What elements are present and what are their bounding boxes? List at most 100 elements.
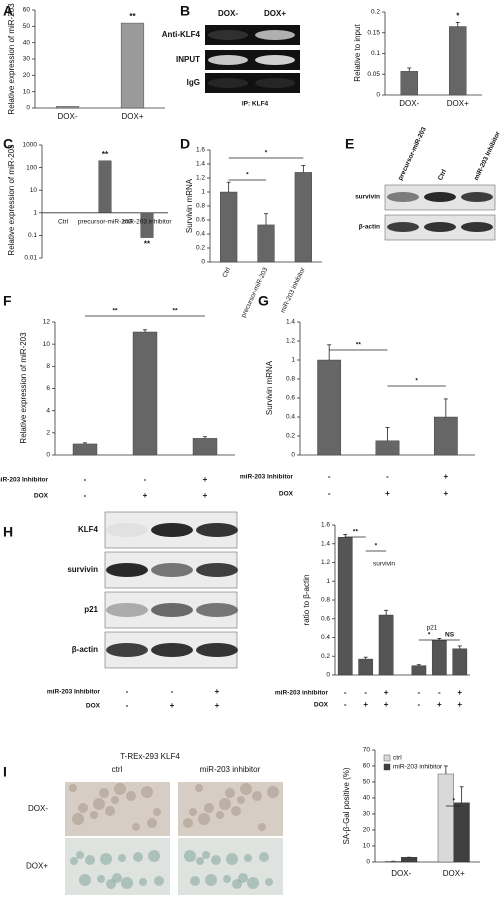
cell: [132, 823, 140, 831]
bar: [317, 359, 342, 456]
condition-value: -: [328, 472, 331, 481]
bar: [358, 658, 374, 676]
cell: [141, 786, 153, 798]
blot-band: [106, 523, 148, 537]
y-tick-label: 0.1: [371, 50, 380, 57]
blot-band: [106, 643, 148, 657]
cell: [247, 877, 259, 889]
condition-value: +: [170, 701, 175, 710]
row-label: β-actin: [359, 224, 380, 231]
cell: [139, 878, 147, 886]
row-label: Anti-KLF4: [162, 30, 201, 39]
blot: [205, 50, 300, 70]
bar: [257, 224, 275, 263]
row-label: DOX+: [26, 862, 48, 871]
significance: *: [415, 378, 418, 385]
condition-value: -: [84, 475, 87, 484]
cell: [69, 784, 77, 792]
x-tick-label: Ctrl: [58, 219, 69, 226]
y-tick-label: 40: [23, 39, 31, 46]
y-tick-label: 1: [291, 357, 295, 364]
condition-value: +: [363, 700, 368, 709]
y-tick-label: 0.15: [367, 29, 380, 36]
y-tick-label: 1.2: [196, 175, 205, 182]
y-tick-label: 0: [46, 452, 50, 459]
condition-value: -: [344, 688, 347, 697]
y-tick-label: 0: [326, 672, 330, 679]
cell: [106, 879, 116, 889]
cell: [93, 798, 105, 810]
blot-band: [151, 603, 193, 617]
row-label: IgG: [187, 78, 200, 87]
lane-label: DOX+: [264, 9, 286, 18]
blot-band: [255, 78, 295, 88]
row-label: p21: [84, 605, 98, 614]
y-axis-label: Relative expression of miR-203: [19, 332, 28, 444]
legend-label: ctrl: [393, 755, 402, 762]
cell: [111, 796, 119, 804]
y-tick-label: 0: [291, 452, 295, 459]
cell: [202, 851, 210, 859]
significance: NS: [445, 632, 455, 639]
blot-band: [106, 603, 148, 617]
cell: [223, 875, 231, 883]
x-tick-label: DOX-: [399, 99, 419, 108]
condition-value: +: [215, 701, 220, 710]
condition-name: DOX: [86, 703, 101, 710]
bar: [98, 160, 112, 213]
y-tick-label: 0.6: [321, 615, 330, 622]
blot-band: [151, 643, 193, 657]
cell: [231, 806, 241, 816]
blot-band: [424, 192, 456, 202]
cell: [97, 875, 105, 883]
condition-value: +: [443, 489, 448, 498]
cell: [79, 874, 91, 886]
y-tick-label: 0.8: [196, 203, 205, 210]
x-tick-label: DOX+: [121, 112, 143, 121]
cell: [147, 818, 157, 828]
cell: [232, 879, 242, 889]
significance: **: [102, 150, 109, 159]
cell: [153, 808, 161, 816]
y-tick-label: 0.2: [286, 433, 295, 440]
blot: [205, 73, 300, 93]
condition-value: -: [418, 700, 421, 709]
blot: [205, 25, 300, 45]
bar: [337, 536, 353, 676]
y-tick-label: 0.05: [367, 71, 380, 78]
y-axis-label: SA-β-Gal positive (%): [342, 767, 351, 844]
y-tick-label: 40: [363, 795, 371, 802]
cell: [118, 854, 126, 862]
bar: [437, 773, 454, 863]
cell: [225, 788, 235, 798]
lane-label: miR-203 Inhibitor: [473, 130, 500, 181]
cell: [211, 855, 221, 865]
y-tick-label: 10: [43, 341, 51, 348]
significance: **: [356, 342, 362, 349]
cell: [126, 791, 136, 801]
y-tick-label: 1.2: [286, 338, 295, 345]
y-tick-label: 10: [23, 88, 31, 95]
row-label: INPUT: [176, 55, 200, 64]
x-tick-label: DOX+: [443, 869, 465, 878]
y-tick-label: 20: [363, 827, 371, 834]
significance: *: [456, 11, 460, 20]
micrograph: [65, 838, 170, 895]
y-tick-label: 0.8: [321, 597, 330, 604]
condition-value: +: [384, 688, 389, 697]
row-label: KLF4: [78, 525, 99, 534]
blot-band: [461, 222, 493, 232]
condition-value: +: [143, 491, 148, 500]
bar: [400, 71, 418, 96]
bar: [453, 802, 470, 863]
y-tick-label: 0.6: [196, 217, 205, 224]
blot-band: [196, 523, 238, 537]
cell: [72, 813, 84, 825]
condition-value: -: [144, 475, 147, 484]
condition-value: +: [443, 472, 448, 481]
y-tick-label: 100: [26, 164, 37, 171]
x-tick-label: miR-203 inhibitor: [280, 266, 307, 314]
series-label: p21: [427, 625, 438, 632]
y-tick-label: 0: [201, 259, 205, 266]
y-tick-label: 60: [23, 7, 31, 14]
